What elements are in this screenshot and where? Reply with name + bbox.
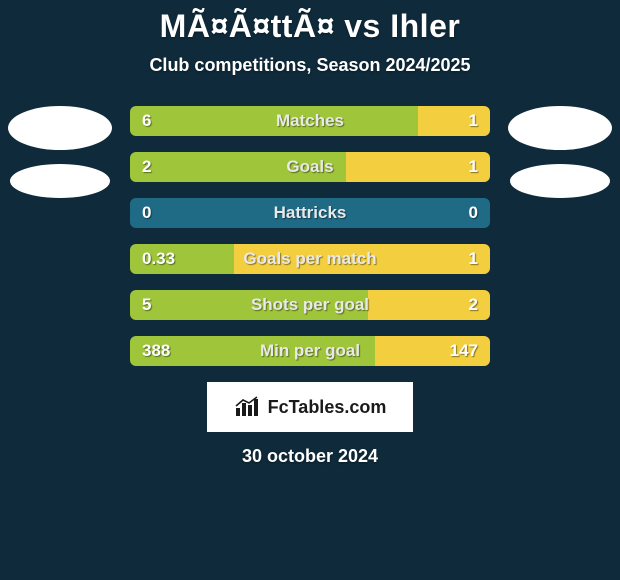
- avatar-placeholder-icon: [8, 106, 112, 150]
- stat-row: 52Shots per goal: [130, 290, 490, 320]
- stat-bars: 61Matches 21Goals 00Hattricks 0.331Goals pe…: [130, 106, 490, 366]
- stat-left-value: 5: [130, 290, 368, 320]
- date-line: 30 october 2024: [0, 446, 620, 467]
- stat-left-value: 0: [130, 198, 310, 228]
- stat-right-value: 1: [418, 106, 490, 136]
- vs-separator: vs: [344, 8, 381, 44]
- comparison-infographic: MÃ¤Ã¤ttÃ¤ vs Ihler Club competitions, Se…: [0, 0, 620, 580]
- player-left-name: MÃ¤Ã¤ttÃ¤: [160, 8, 335, 44]
- stat-row: 388147Min per goal: [130, 336, 490, 366]
- stat-right-value: 0: [310, 198, 490, 228]
- player-right-name: Ihler: [390, 8, 460, 44]
- team-badge-placeholder-icon: [10, 164, 110, 198]
- stat-row: 61Matches: [130, 106, 490, 136]
- stat-left-value: 388: [130, 336, 375, 366]
- avatar-placeholder-icon: [508, 106, 612, 150]
- stat-row: 21Goals: [130, 152, 490, 182]
- chart-area: 61Matches 21Goals 00Hattricks 0.331Goals pe…: [0, 106, 620, 366]
- subtitle: Club competitions, Season 2024/2025: [0, 55, 620, 76]
- stat-right-value: 1: [346, 152, 490, 182]
- logo-text: FcTables.com: [268, 397, 387, 418]
- stat-row: 00Hattricks: [130, 198, 490, 228]
- stat-left-value: 0.33: [130, 244, 234, 274]
- bar-chart-icon: [234, 396, 262, 418]
- team-badge-placeholder-icon: [510, 164, 610, 198]
- source-logo: FcTables.com: [207, 382, 413, 432]
- stat-right-value: 1: [234, 244, 490, 274]
- stat-left-value: 6: [130, 106, 418, 136]
- player-left-avatar-column: [0, 106, 120, 198]
- stat-left-value: 2: [130, 152, 346, 182]
- stat-right-value: 147: [375, 336, 490, 366]
- stat-row: 0.331Goals per match: [130, 244, 490, 274]
- stat-right-value: 2: [368, 290, 490, 320]
- player-right-avatar-column: [500, 106, 620, 198]
- page-title: MÃ¤Ã¤ttÃ¤ vs Ihler: [0, 0, 620, 45]
